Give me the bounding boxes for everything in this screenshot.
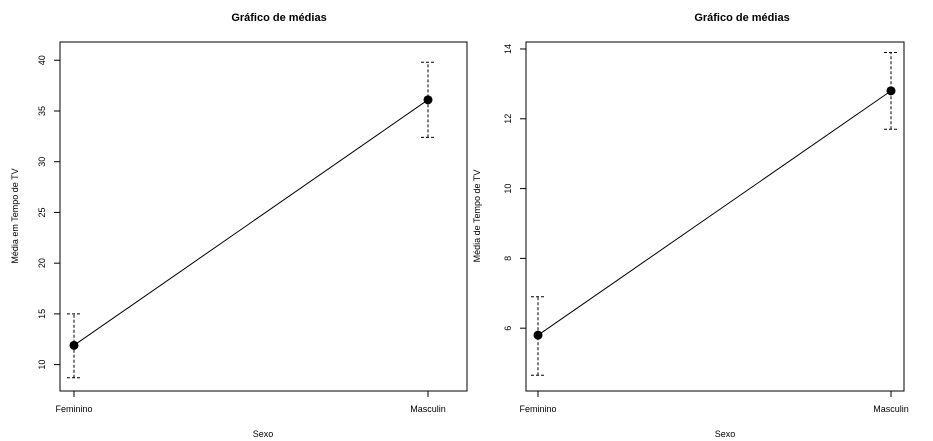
x-tick-label: Feminino (519, 404, 556, 414)
y-tick-label: 8 (503, 256, 513, 261)
mean-point-1 (69, 340, 79, 350)
mean-point-2 (886, 86, 896, 96)
chart-panel-2: Gráfico de médias Sexo Média de Tempo de T… (472, 12, 909, 439)
x-tick-label: Masculin (410, 404, 446, 414)
y-tick-label: 6 (503, 326, 513, 331)
y-tick-label: 20 (37, 258, 47, 268)
x-axis-label: Sexo (253, 429, 274, 439)
mean-point-2 (423, 95, 433, 105)
plot-frame (525, 41, 905, 392)
y-tick-label: 40 (37, 55, 47, 65)
y-tick-label: 35 (37, 106, 47, 116)
chart-panel-1: Gráfico de médias Sexo Média em Tempo de T… (10, 12, 468, 439)
chart-title: Gráfico de médias (231, 12, 326, 24)
means-line (73, 99, 429, 346)
x-tick-label: Feminino (55, 404, 92, 414)
x-tick-label: Masculin (873, 404, 909, 414)
y-tick-label: 10 (37, 360, 47, 370)
means-line (537, 90, 892, 336)
y-axis-label: Média de Tempo de TV (472, 170, 482, 263)
y-tick-label: 14 (503, 44, 513, 54)
chart-title: Gráfico de médias (694, 12, 789, 24)
x-axis-label: Sexo (715, 429, 736, 439)
y-tick-label: 10 (503, 184, 513, 194)
y-axis-label: Média em Tempo de TV (10, 168, 20, 263)
y-tick-label: 15 (37, 309, 47, 319)
y-tick-label: 12 (503, 114, 513, 124)
mean-point-1 (533, 330, 543, 340)
y-tick-label: 25 (37, 207, 47, 217)
y-tick-label: 30 (37, 157, 47, 167)
plot-frame (59, 41, 468, 392)
